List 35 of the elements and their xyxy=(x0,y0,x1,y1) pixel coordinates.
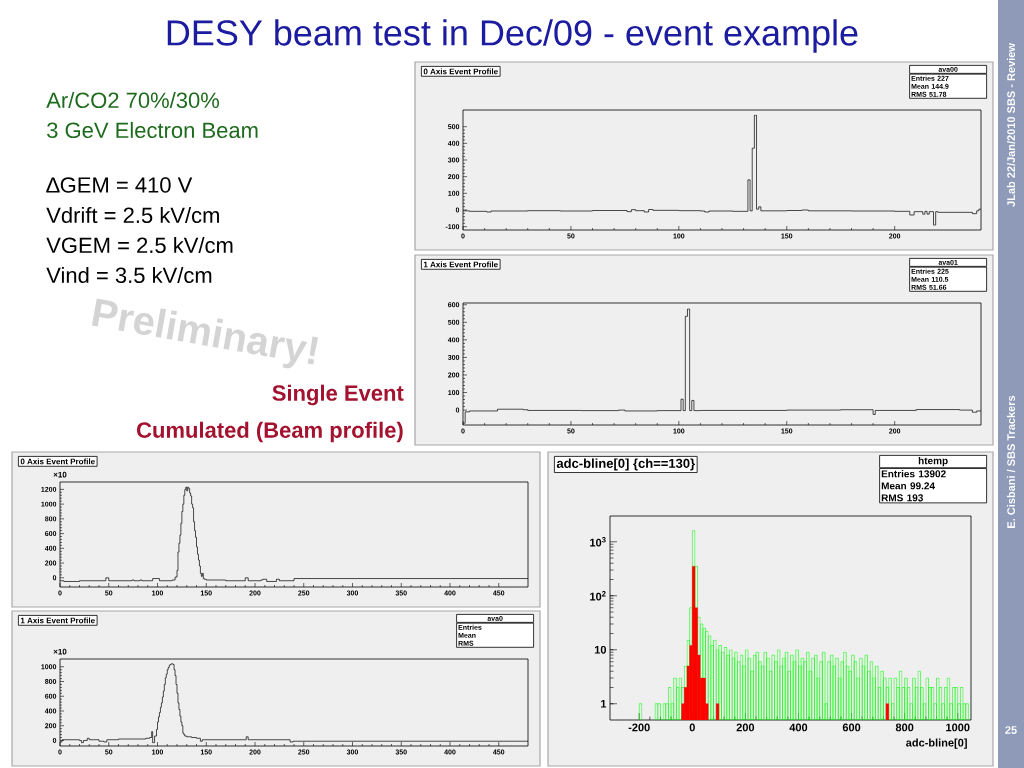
text: JLab 22/Jan/2010 SBS - Review xyxy=(1006,43,1016,207)
text: E. Cisbani / SBS Trackers xyxy=(1006,395,1016,528)
text: htemp xyxy=(918,456,948,467)
text: Vdrift = 2.5 kV/cm xyxy=(46,206,219,224)
x-tick-label: 800 xyxy=(895,723,914,732)
text: RMS 193 xyxy=(881,494,923,502)
text: ∆GEM = 410 V xyxy=(46,177,193,193)
text: Mean 99.24 xyxy=(881,482,935,490)
text: Ar/CO2 70%/30% xyxy=(46,91,220,109)
chart-title: 0 Axis Event Profile xyxy=(20,458,95,465)
text: VGEM = 2.5 kV/cm xyxy=(46,236,233,254)
y-tick-label: 1 xyxy=(601,699,607,708)
x-axis-title: adc-bline[0] xyxy=(906,738,967,749)
x-tick-label: -200 xyxy=(628,723,650,732)
x-tick-label: 1000 xyxy=(946,723,970,732)
y-tick-label: 10$^{2}$ xyxy=(590,591,606,601)
y-tick-label: 10$^{3}$ xyxy=(590,537,606,547)
text: Cumulated (Beam profile) xyxy=(137,421,403,443)
x-tick-label: 0 xyxy=(689,723,695,732)
chart-title: 1 Axis Event Profile xyxy=(423,261,498,268)
chart-title: adc-bline[0] {ch==130} xyxy=(556,458,695,471)
y-tick-label: 10 xyxy=(594,645,607,654)
y-axis-title: ×10 xyxy=(53,648,67,655)
text: DESY beam test in Dec/09 - event example xyxy=(167,19,858,53)
x-tick-label: 600 xyxy=(842,723,861,732)
text: Single Event xyxy=(272,384,404,406)
y-axis-title: ×10 xyxy=(53,471,67,478)
text: Vind = 3.5 kV/cm xyxy=(46,266,212,284)
chart-title: 0 Axis Event Profile xyxy=(423,68,498,75)
chart-title: 1 Axis Event Profile xyxy=(20,617,95,624)
text: 25 xyxy=(1005,726,1017,734)
x-tick-label: 400 xyxy=(789,723,808,732)
text: Entries 13902 xyxy=(881,470,946,478)
x-tick-label: 200 xyxy=(736,723,755,732)
text: 3 GeV Electron Beam xyxy=(47,121,258,139)
